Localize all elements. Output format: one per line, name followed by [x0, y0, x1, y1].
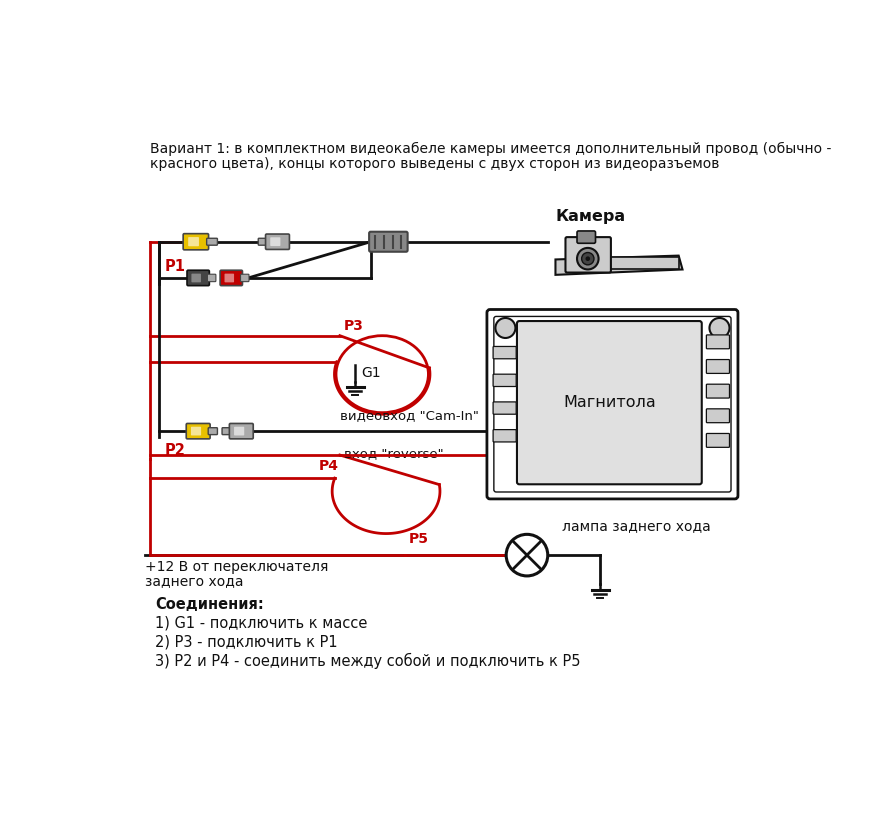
Circle shape [577, 248, 598, 269]
Circle shape [582, 253, 594, 265]
FancyBboxPatch shape [577, 231, 596, 243]
FancyBboxPatch shape [493, 374, 516, 387]
FancyBboxPatch shape [192, 273, 201, 282]
FancyBboxPatch shape [265, 234, 289, 250]
Text: вход "reverse": вход "reverse" [344, 447, 444, 460]
FancyBboxPatch shape [234, 427, 244, 435]
FancyBboxPatch shape [706, 384, 729, 398]
Text: P5: P5 [409, 532, 429, 546]
FancyBboxPatch shape [706, 433, 729, 447]
FancyBboxPatch shape [188, 237, 199, 246]
FancyBboxPatch shape [187, 424, 210, 439]
Text: Вариант 1: в комплектном видеокабеле камеры имеется дополнительный провод (обычн: Вариант 1: в комплектном видеокабеле кам… [149, 142, 831, 156]
FancyBboxPatch shape [493, 402, 516, 415]
FancyBboxPatch shape [220, 270, 242, 286]
Text: P1: P1 [165, 259, 186, 273]
Text: P4: P4 [318, 459, 339, 473]
Text: красного цвета), концы которого выведены с двух сторон из видеоразъемов: красного цвета), концы которого выведены… [149, 157, 719, 171]
Text: 3) Р2 и Р4 - соединить между собой и подключить к Р5: 3) Р2 и Р4 - соединить между собой и под… [155, 653, 581, 669]
FancyBboxPatch shape [240, 274, 249, 282]
FancyBboxPatch shape [191, 427, 201, 435]
FancyBboxPatch shape [493, 429, 516, 442]
FancyBboxPatch shape [706, 409, 729, 423]
FancyBboxPatch shape [187, 270, 210, 286]
Text: видеовход "Cam-In": видеовход "Cam-In" [339, 409, 479, 422]
FancyBboxPatch shape [222, 428, 232, 434]
Text: P2: P2 [165, 443, 186, 458]
FancyBboxPatch shape [494, 316, 731, 492]
Text: G1: G1 [362, 365, 381, 379]
FancyBboxPatch shape [487, 310, 738, 499]
FancyBboxPatch shape [706, 360, 729, 374]
FancyBboxPatch shape [566, 237, 611, 273]
Polygon shape [609, 257, 679, 269]
FancyBboxPatch shape [225, 273, 234, 282]
Text: 2) Р3 - подключить к Р1: 2) Р3 - подключить к Р1 [155, 635, 338, 649]
Text: Камера: Камера [555, 209, 625, 224]
Circle shape [585, 256, 591, 261]
Text: Соединения:: Соединения: [155, 598, 263, 612]
FancyBboxPatch shape [271, 237, 280, 246]
FancyBboxPatch shape [517, 321, 702, 484]
FancyBboxPatch shape [229, 424, 253, 439]
FancyBboxPatch shape [208, 274, 216, 282]
Circle shape [495, 318, 515, 338]
FancyBboxPatch shape [706, 335, 729, 349]
Text: заднего хода: заднего хода [145, 574, 244, 588]
Text: лампа заднего хода: лампа заднего хода [561, 519, 711, 533]
FancyBboxPatch shape [209, 428, 217, 434]
Polygon shape [555, 255, 682, 275]
FancyBboxPatch shape [258, 238, 268, 245]
FancyBboxPatch shape [207, 238, 217, 245]
Text: 1) G1 - подключить к массе: 1) G1 - подключить к массе [155, 616, 368, 631]
FancyBboxPatch shape [493, 346, 516, 359]
FancyBboxPatch shape [370, 232, 408, 252]
Text: Магнитола: Магнитола [563, 395, 656, 410]
Text: P3: P3 [344, 319, 363, 333]
Text: +12 В от переключателя: +12 В от переключателя [145, 560, 329, 574]
Circle shape [710, 318, 729, 338]
FancyBboxPatch shape [183, 234, 209, 250]
Circle shape [507, 534, 548, 576]
